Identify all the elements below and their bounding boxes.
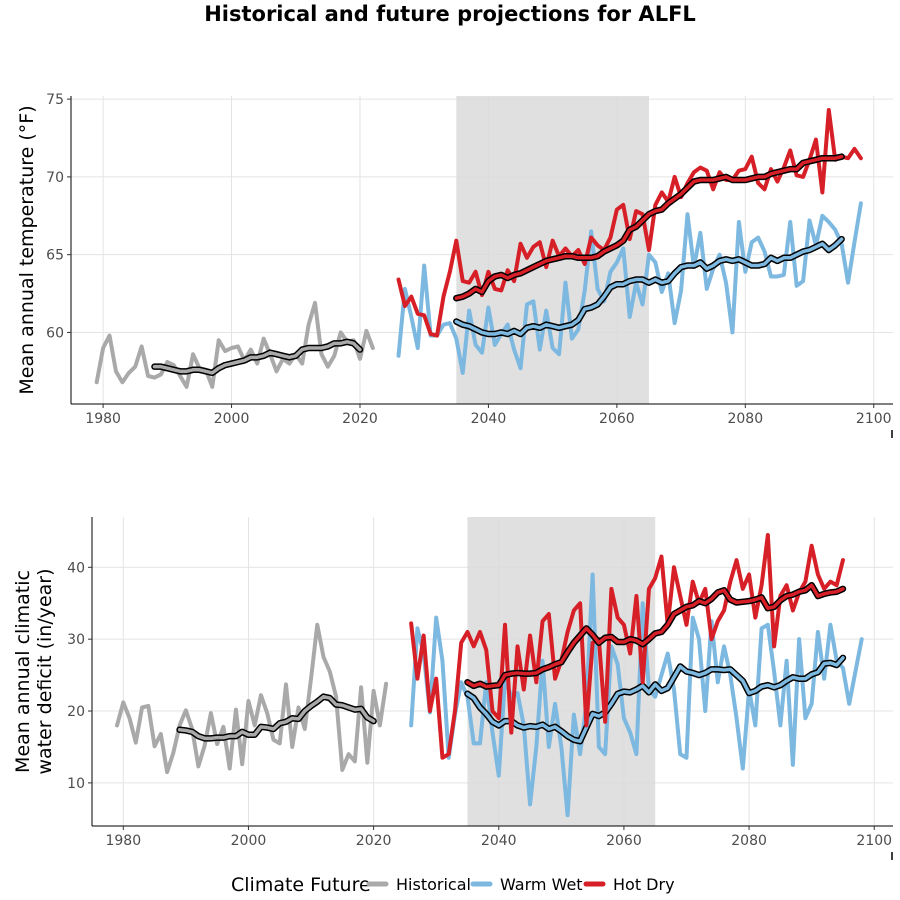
x-tick-label: 1980 <box>85 411 121 427</box>
y-axis-title-line: Mean annual climatic <box>12 570 34 773</box>
y-tick-label: 20 <box>67 704 85 720</box>
x-tick-label: 2100 <box>856 411 892 427</box>
x-tick-label: 2060 <box>606 833 642 849</box>
legend: Climate Future Historical Warm Wet Hot Dry <box>231 874 675 896</box>
historical-line <box>94 300 375 389</box>
chart-title: Historical and future projections for AL… <box>204 2 696 26</box>
legend-label: Historical <box>396 875 471 894</box>
y-axis-title: Mean annual temperature (°F) <box>16 105 38 394</box>
temperature-panel: 1980 2000 2020 2040 2060 2080 2100 60 65 70 75 Mean… <box>16 92 893 438</box>
historical-line <box>115 622 389 775</box>
y-tick-label: 60 <box>46 325 64 341</box>
y-tick-label: 40 <box>67 560 85 576</box>
shaded-period <box>456 96 649 404</box>
x-tick-label: 2060 <box>599 411 635 427</box>
warm-wet-smoothed-line <box>454 237 844 336</box>
x-tick-label: 2040 <box>471 411 507 427</box>
y-axis-title: Mean annual climaticwater deficit (in/ye… <box>12 568 56 774</box>
x-tick-label: 1980 <box>105 833 141 849</box>
historical-smoothed-line <box>152 340 362 375</box>
x-tick-label: 2000 <box>231 833 267 849</box>
x-tick-label: 2080 <box>731 833 767 849</box>
y-tick-label: 30 <box>67 632 85 648</box>
y-tick-label: 70 <box>46 170 64 186</box>
warm-wet-line <box>409 572 864 818</box>
x-tick-label: 2080 <box>727 411 763 427</box>
legend-label: Warm Wet <box>500 875 583 894</box>
warm-wet-smoothed-line <box>465 656 845 743</box>
x-tick-label: 2000 <box>214 411 250 427</box>
x-tick-label: 2100 <box>856 833 892 849</box>
legend-title: Climate Future <box>231 874 371 896</box>
water-deficit-panel: 1980 2000 2020 2040 2060 2080 2100 10 20 30 40 Mean… <box>12 517 893 860</box>
hot-dry-smoothed-line <box>454 154 844 300</box>
y-tick-label: 10 <box>67 776 85 792</box>
x-tick-label: 2040 <box>481 833 517 849</box>
x-tick-label: 2020 <box>342 411 378 427</box>
y-axis-title-line: water deficit (in/year) <box>34 568 56 774</box>
warm-wet-line <box>396 201 863 375</box>
hot-dry-smoothed-line <box>465 583 845 689</box>
y-axis-title-line: Mean annual temperature (°F) <box>16 105 38 394</box>
y-tick-label: 75 <box>46 92 64 108</box>
historical-smoothed-line <box>177 694 376 741</box>
y-tick-label: 65 <box>46 248 64 264</box>
x-tick-label: 2020 <box>356 833 392 849</box>
legend-label: Hot Dry <box>613 875 675 894</box>
shaded-period <box>467 517 656 826</box>
